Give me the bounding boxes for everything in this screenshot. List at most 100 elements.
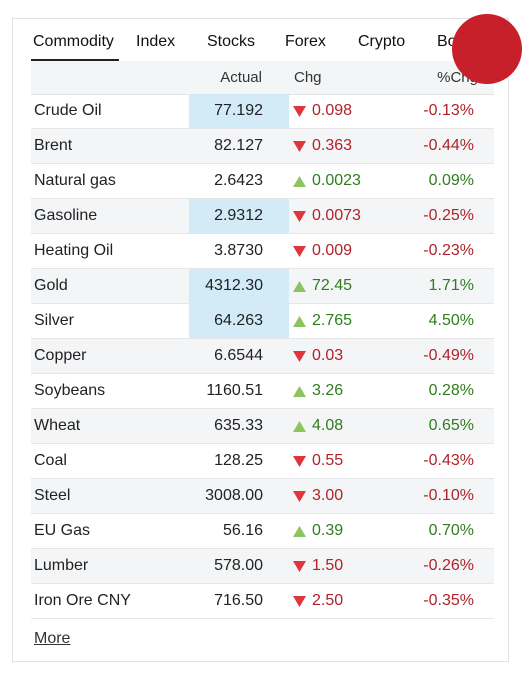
table-row: Gold 4312.30 72.45 1.71% bbox=[31, 269, 494, 304]
tab[interactable]: Index bbox=[136, 33, 176, 50]
actual-value: 56.16 bbox=[222, 522, 263, 539]
percent-change: -0.13% bbox=[423, 102, 474, 119]
up-arrow bbox=[293, 526, 306, 537]
column-header: Chg bbox=[294, 69, 322, 86]
actual-value: 4312.30 bbox=[205, 277, 263, 294]
actual-value: 2.9312 bbox=[214, 207, 263, 224]
table-row: Gasoline 2.9312 0.0073 -0.25% bbox=[31, 199, 494, 234]
down-arrow bbox=[293, 561, 306, 572]
change-value: 0.0073 bbox=[312, 207, 361, 224]
commodity-name: Heating Oil bbox=[34, 242, 114, 259]
table-row: Soybeans 1160.51 3.26 0.28% bbox=[31, 374, 494, 409]
percent-change: 0.09% bbox=[428, 172, 474, 189]
down-arrow bbox=[293, 246, 306, 257]
tab[interactable]: Crypto bbox=[358, 33, 406, 50]
percent-change: 0.70% bbox=[428, 522, 474, 539]
arrow-shape bbox=[293, 456, 306, 467]
watermark-logo bbox=[452, 14, 522, 84]
tab[interactable]: Forex bbox=[285, 33, 326, 50]
up-arrow bbox=[293, 386, 306, 397]
change-value: 3.00 bbox=[312, 487, 344, 504]
arrow-shape bbox=[293, 246, 306, 257]
arrow-shape bbox=[293, 386, 306, 397]
down-arrow bbox=[293, 106, 306, 117]
percent-change: -0.43% bbox=[423, 452, 474, 469]
change-value: 4.08 bbox=[312, 417, 344, 434]
change-value: 2.765 bbox=[312, 312, 353, 329]
arrow-shape bbox=[293, 491, 306, 502]
actual-value: 64.263 bbox=[214, 312, 263, 329]
commodity-name: Gold bbox=[34, 277, 68, 294]
column-header: Actual bbox=[220, 69, 262, 86]
down-arrow bbox=[293, 141, 306, 152]
commodity-name: Gasoline bbox=[34, 207, 98, 224]
down-arrow bbox=[293, 491, 306, 502]
percent-change: -0.44% bbox=[423, 137, 474, 154]
actual-value: 128.25 bbox=[214, 452, 263, 469]
change-value: 0.55 bbox=[312, 452, 344, 469]
tab[interactable]: Stocks bbox=[207, 33, 256, 50]
arrow-shape bbox=[293, 281, 306, 292]
actual-value: 578.00 bbox=[214, 557, 263, 574]
commodity-name: Coal bbox=[34, 452, 67, 469]
percent-change: -0.23% bbox=[423, 242, 474, 259]
arrow-shape bbox=[293, 176, 306, 187]
change-value: 2.50 bbox=[312, 592, 344, 609]
commodity-name: Copper bbox=[34, 347, 87, 364]
percent-change: -0.25% bbox=[423, 207, 474, 224]
commodity-name: Brent bbox=[34, 137, 73, 154]
table-row: Heating Oil 3.8730 0.009 -0.23% bbox=[31, 234, 494, 269]
change-value: 0.03 bbox=[312, 347, 344, 364]
tab[interactable]: Commodity bbox=[33, 33, 114, 50]
widget: Actual Chg %Chg More Commodity Index Stock… bbox=[12, 18, 509, 662]
up-arrow bbox=[293, 281, 306, 292]
commodity-name: Iron Ore CNY bbox=[34, 592, 131, 609]
highlight-cell bbox=[189, 269, 289, 303]
highlight-cell bbox=[189, 94, 289, 128]
down-arrow bbox=[293, 456, 306, 467]
up-arrow bbox=[293, 176, 306, 187]
commodity-name: Soybeans bbox=[34, 382, 106, 399]
arrow-shape bbox=[293, 351, 306, 362]
commodity-name: Crude Oil bbox=[34, 102, 102, 119]
percent-change: 4.50% bbox=[428, 312, 474, 329]
commodity-name: Natural gas bbox=[34, 172, 116, 189]
more-link[interactable]: More bbox=[34, 630, 71, 647]
table-header: Actual Chg %Chg bbox=[31, 61, 494, 95]
commodity-name: Wheat bbox=[34, 417, 81, 434]
table-row: Crude Oil 77.192 0.098 -0.13% bbox=[31, 94, 494, 129]
commodity-name: Silver bbox=[34, 312, 75, 329]
down-arrow bbox=[293, 596, 306, 607]
table-row: Lumber 578.00 1.50 -0.26% bbox=[31, 549, 494, 584]
percent-change: -0.35% bbox=[423, 592, 474, 609]
table-row: Steel 3008.00 3.00 -0.10% bbox=[31, 479, 494, 514]
change-value: 3.26 bbox=[312, 382, 344, 399]
table-row: Coal 128.25 0.55 -0.43% bbox=[31, 444, 494, 479]
arrow-shape bbox=[293, 141, 306, 152]
percent-change: 0.28% bbox=[428, 382, 474, 399]
arrow-shape bbox=[293, 561, 306, 572]
actual-value: 635.33 bbox=[214, 417, 263, 434]
percent-change: -0.49% bbox=[423, 347, 474, 364]
arrow-shape bbox=[293, 596, 306, 607]
actual-value: 1160.51 bbox=[206, 382, 263, 399]
down-arrow bbox=[293, 351, 306, 362]
percent-change: -0.10% bbox=[423, 487, 474, 504]
tab[interactable]: Bo bbox=[437, 33, 457, 50]
commodity-name: Steel bbox=[34, 487, 71, 504]
table-row: EU Gas 56.16 0.39 0.70% bbox=[31, 514, 494, 549]
commodity-name: Lumber bbox=[34, 557, 89, 574]
actual-value: 82.127 bbox=[214, 137, 263, 154]
change-value: 72.45 bbox=[312, 277, 353, 294]
table-row: Brent 82.127 0.363 -0.44% bbox=[31, 129, 494, 164]
arrow-shape bbox=[293, 316, 306, 327]
change-value: 0.39 bbox=[312, 522, 344, 539]
arrow-shape bbox=[293, 211, 306, 222]
up-arrow bbox=[293, 421, 306, 432]
arrow-shape bbox=[293, 421, 306, 432]
percent-change: 1.71% bbox=[428, 277, 474, 294]
change-value: 1.50 bbox=[312, 557, 344, 574]
highlight-cell bbox=[189, 199, 289, 233]
change-value: 0.0023 bbox=[312, 172, 361, 189]
